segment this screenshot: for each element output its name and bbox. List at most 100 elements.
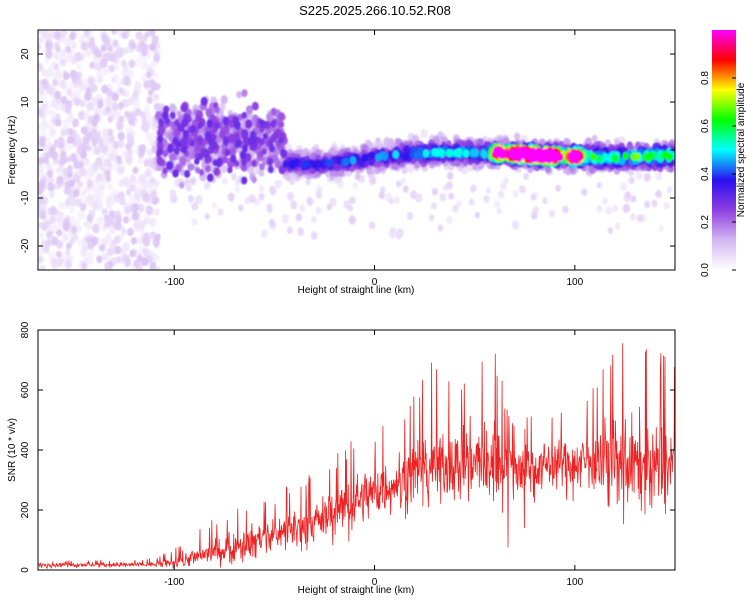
spectrogram-cell — [79, 203, 87, 212]
spectrogram-cell — [129, 174, 137, 183]
spectrogram-cell — [636, 214, 644, 223]
spectrogram-cell — [266, 203, 273, 211]
snr-xlabel: Height of straight line (km) — [298, 585, 415, 596]
spectrogram-cell — [485, 187, 492, 194]
colorbar-tick-label: 0.2 — [700, 215, 711, 229]
spectrogram-cell — [111, 76, 117, 84]
spectrogram-cell — [229, 147, 237, 156]
spectrogram-cell — [180, 103, 188, 113]
y-tick-label: -10 — [20, 190, 31, 205]
spectrogram-cell — [45, 239, 52, 248]
spectrogram-cell — [626, 141, 633, 150]
spectrogram-cell — [105, 106, 111, 113]
spectrogram-cell — [242, 144, 249, 152]
spectrogram-cell — [523, 172, 530, 180]
spectrogram-cell — [46, 230, 53, 239]
spectrogram-cell — [53, 63, 60, 71]
spectrogram-cell — [644, 200, 651, 209]
spectrogram-cell — [69, 205, 76, 214]
spectrogram-cell — [124, 258, 131, 266]
spectrogram-cell — [614, 222, 621, 230]
spectrogram-cell — [519, 185, 526, 194]
spectrogram-cell — [438, 148, 445, 157]
spectrogram-cell — [104, 158, 112, 167]
spectrogram-cell — [138, 221, 146, 231]
spectrogram-cell — [607, 227, 614, 234]
spectrogram-cell — [395, 180, 402, 188]
spectrogram-cell — [118, 87, 124, 94]
spectrogram-cell — [286, 191, 295, 201]
spectrogram-cell — [121, 228, 127, 236]
spectrogram-cell — [625, 191, 631, 199]
spectrogram-cell — [269, 187, 277, 196]
spectrogram-cell — [207, 120, 214, 128]
spectrogram-cell — [93, 193, 101, 203]
spectrogram-cell — [96, 172, 103, 181]
spectrogram-cell — [80, 150, 87, 159]
spectrogram-cell — [156, 128, 164, 138]
spectrogram-cell — [38, 187, 43, 195]
spectrogram-cell — [540, 151, 547, 160]
spectrogram-cell — [439, 193, 447, 202]
spectrogram-cell — [380, 186, 386, 193]
spectrogram-cell — [38, 195, 46, 205]
spectrogram-cell — [240, 176, 248, 185]
spectrogram-cell — [158, 118, 164, 126]
spectrogram-cell — [447, 171, 454, 180]
spectrogram-cell — [531, 211, 538, 220]
spectrogram-cell — [342, 158, 350, 166]
colorbar-tick-label: 0.4 — [700, 167, 711, 181]
spectrogram-cell — [82, 236, 88, 244]
spectrogram-cell — [204, 131, 212, 141]
spectrogram-cell — [144, 104, 150, 112]
spectrogram-cell — [125, 142, 132, 151]
spectrogram-cell — [79, 99, 86, 108]
spectrogram-cell — [114, 235, 121, 244]
spectrogram-cell — [59, 150, 67, 159]
spectrogram-cell — [445, 215, 453, 225]
spectrogram-cell — [109, 153, 117, 162]
spectrogram-cell — [258, 119, 265, 127]
spectrogram-cell — [56, 175, 64, 185]
spectrogram-cell — [135, 108, 141, 116]
spectrogram-cell — [77, 210, 86, 220]
spectrogram-cell — [145, 205, 153, 215]
spectrogram-xlabel: Height of straight line (km) — [298, 285, 415, 296]
spectrogram-cell — [99, 244, 106, 252]
spectrogram-cell — [655, 189, 662, 198]
spectrogram-cell — [153, 53, 161, 63]
spectrogram-cell — [301, 159, 308, 168]
spectrogram-cell — [167, 144, 174, 154]
spectrogram-cell — [183, 169, 191, 178]
spectrogram-cell — [155, 233, 161, 241]
spectrogram-cell — [82, 244, 89, 253]
spectrogram-cell — [286, 226, 293, 235]
spectrogram-cell — [103, 214, 110, 222]
spectrogram-cell — [528, 150, 536, 159]
spectrogram-cell — [279, 148, 288, 159]
spectrogram-cell — [92, 201, 100, 211]
spectrogram-cell — [111, 30, 117, 35]
spectrogram-cell — [170, 194, 178, 204]
spectrogram-cell — [65, 37, 72, 46]
x-tick-label: 0 — [372, 577, 378, 588]
spectrogram-cell — [55, 250, 62, 258]
spectrogram-cell — [661, 150, 669, 159]
spectrogram-cell — [155, 266, 161, 270]
spectrogram-cell — [80, 189, 86, 197]
spectrogram-cell — [146, 148, 153, 157]
spectrogram-cell — [145, 132, 152, 140]
x-tick-label: 100 — [566, 577, 583, 588]
spectrogram-cell — [663, 202, 670, 210]
spectrogram-cell — [117, 139, 125, 148]
spectrogram-cell — [155, 110, 163, 121]
spectrogram-cell — [112, 103, 119, 111]
spectrogram-cell — [69, 237, 75, 245]
spectrogram-cell — [90, 96, 98, 106]
spectrogram-cell — [203, 181, 211, 190]
spectrogram-cell — [58, 202, 65, 210]
spectrogram-cell — [101, 237, 109, 247]
snr-ticks: -100 0 100 0 200 400 600 800 — [20, 321, 675, 588]
spectrogram-cell — [242, 136, 250, 145]
spectrogram-cell — [189, 140, 195, 147]
